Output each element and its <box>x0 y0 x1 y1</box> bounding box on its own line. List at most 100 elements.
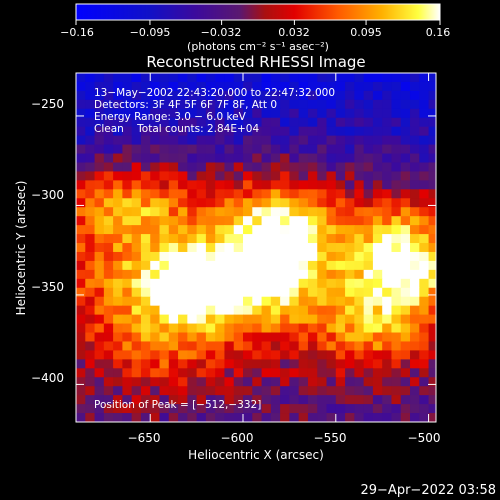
heatmap-cell <box>298 269 309 280</box>
heatmap-cell <box>307 341 318 352</box>
heatmap-cell <box>140 350 151 360</box>
heatmap-cell <box>372 287 383 298</box>
heatmap-cell <box>372 99 383 110</box>
heatmap-cell <box>233 404 244 414</box>
heatmap-cell <box>270 216 281 226</box>
heatmap-cell <box>363 234 374 244</box>
heatmap-cell <box>391 377 402 387</box>
heatmap-cell <box>122 314 133 325</box>
heatmap-cell <box>252 269 263 280</box>
heatmap-cell <box>363 413 374 422</box>
heatmap-cell <box>187 171 198 181</box>
heatmap-cell <box>85 117 96 128</box>
heatmap-cell <box>85 144 96 155</box>
heatmap-cell <box>113 135 123 146</box>
heatmap-cell <box>280 234 290 244</box>
heatmap-cell <box>326 243 337 253</box>
heatmap-cell <box>270 404 281 414</box>
heatmap-cell <box>289 198 300 208</box>
heatmap-cell <box>140 180 151 190</box>
heatmap-cell <box>335 404 346 414</box>
heatmap-cell <box>215 359 226 369</box>
heatmap-cell <box>372 180 383 190</box>
heatmap-cell <box>103 81 114 92</box>
heatmap-cell <box>270 386 281 396</box>
heatmap-cell <box>326 207 337 217</box>
heatmap-cell <box>168 189 179 199</box>
y-tick-label-3: −400 <box>31 371 64 385</box>
heatmap-cell <box>400 153 411 164</box>
heatmap-cell <box>215 377 226 387</box>
heatmap-cell <box>410 350 420 360</box>
heatmap-cell <box>317 171 328 181</box>
heatmap-cell <box>168 81 179 92</box>
heatmap-cell <box>94 332 105 343</box>
heatmap-cell <box>178 171 188 181</box>
heatmap-cell <box>280 117 290 128</box>
heatmap-cell <box>233 377 244 387</box>
heatmap-cell <box>187 332 198 343</box>
colorbar-tick-label-4: 0.095 <box>350 26 382 39</box>
heatmap-cell <box>113 269 123 280</box>
heatmap-cell <box>103 243 114 253</box>
heatmap-cell <box>354 153 365 164</box>
heatmap-cell <box>280 180 290 190</box>
heatmap-cell <box>94 180 105 190</box>
colorbar-units-label: (photons cm⁻² s⁻¹ asec⁻²) <box>187 40 329 53</box>
heatmap-cell <box>382 350 393 360</box>
heatmap-cell <box>113 251 123 262</box>
heatmap-cell <box>391 144 402 155</box>
heatmap-cell <box>335 413 346 422</box>
heatmap-cell <box>270 189 281 199</box>
heatmap-cell <box>168 99 179 110</box>
heatmap-cell <box>270 225 281 235</box>
heatmap-cell <box>215 296 226 307</box>
heatmap-cell <box>307 216 318 226</box>
heatmap-cell <box>261 251 272 262</box>
heatmap-cell <box>187 108 198 119</box>
axis-ticks <box>76 73 436 422</box>
heatmap-cell <box>382 73 393 83</box>
heatmap-cell <box>317 144 328 155</box>
x-tick-label-3: −500 <box>408 431 441 445</box>
heatmap-cell <box>317 305 328 316</box>
heatmap-cell <box>261 368 272 378</box>
heatmap-cell <box>159 395 170 405</box>
heatmap-cell <box>233 99 244 110</box>
heatmap-cell <box>391 153 402 164</box>
heatmap-cell <box>122 395 133 405</box>
heatmap-cell <box>243 171 253 181</box>
heatmap-cell <box>298 99 309 110</box>
heatmap-cell <box>113 386 123 396</box>
heatmap-cell <box>335 189 346 199</box>
heatmap-cell <box>298 171 309 181</box>
heatmap-cell <box>215 81 226 92</box>
heatmap-cell <box>196 81 207 92</box>
heatmap-cell <box>372 350 383 360</box>
heatmap-cell <box>243 234 253 244</box>
heatmap-cell <box>428 278 436 289</box>
heatmap-cell <box>103 260 114 271</box>
heatmap-cell <box>140 395 151 405</box>
heatmap-cell <box>428 144 436 155</box>
heatmap-cell <box>187 341 198 352</box>
heatmap-cell <box>168 153 179 164</box>
heatmap-cell <box>307 243 318 253</box>
heatmap-cell <box>400 413 411 422</box>
heatmap-cell <box>205 413 216 422</box>
heatmap-cell <box>410 81 420 92</box>
heatmap-cell <box>419 243 430 253</box>
heatmap-cell <box>317 377 328 387</box>
heatmap-cell <box>372 81 383 92</box>
heatmap-cell <box>168 144 179 155</box>
heatmap-cell <box>233 269 244 280</box>
heatmap-cell <box>289 108 300 119</box>
heatmap-cell <box>391 287 402 298</box>
heatmap-cell <box>363 81 374 92</box>
heatmap-cell <box>205 189 216 199</box>
heatmap-cell <box>354 234 365 244</box>
heatmap-cell <box>419 162 430 173</box>
heatmap-cell <box>243 251 253 262</box>
heatmap-cell <box>103 198 114 208</box>
